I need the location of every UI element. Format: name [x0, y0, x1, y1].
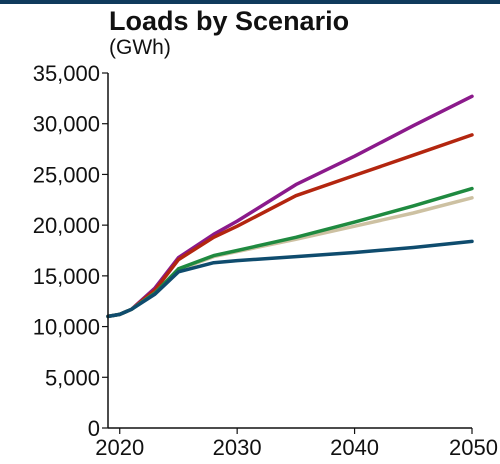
series-lines [106, 94, 474, 319]
y-tick-label: 20,000 [33, 213, 100, 238]
y-tick-label: 5,000 [45, 365, 100, 390]
top-rule [0, 0, 500, 4]
x-tick-label: 2030 [213, 435, 262, 460]
x-tick-label: 2020 [95, 435, 144, 460]
x-tick-label: 2040 [330, 435, 379, 460]
x-tick-label: 2050 [449, 435, 498, 460]
chart-title: Loads by Scenario [109, 6, 349, 36]
chart-unit-subtitle: (GWh) [109, 36, 171, 59]
x-axis-ticks: 2020 2030 2040 2050 [95, 428, 498, 460]
y-tick-label: 10,000 [33, 315, 100, 340]
series-line-4 [106, 186, 474, 319]
series-line-5 [106, 239, 474, 319]
y-tick-label: 35,000 [33, 61, 100, 86]
y-tick-label: 15,000 [33, 264, 100, 289]
y-tick-label: 30,000 [33, 112, 100, 137]
y-tick-label: 0 [88, 416, 100, 441]
y-tick-label: 25,000 [33, 162, 100, 187]
y-axis-ticks: 0 5,000 10,000 15,000 20,000 25,000 30,000 35,0… [33, 61, 108, 441]
